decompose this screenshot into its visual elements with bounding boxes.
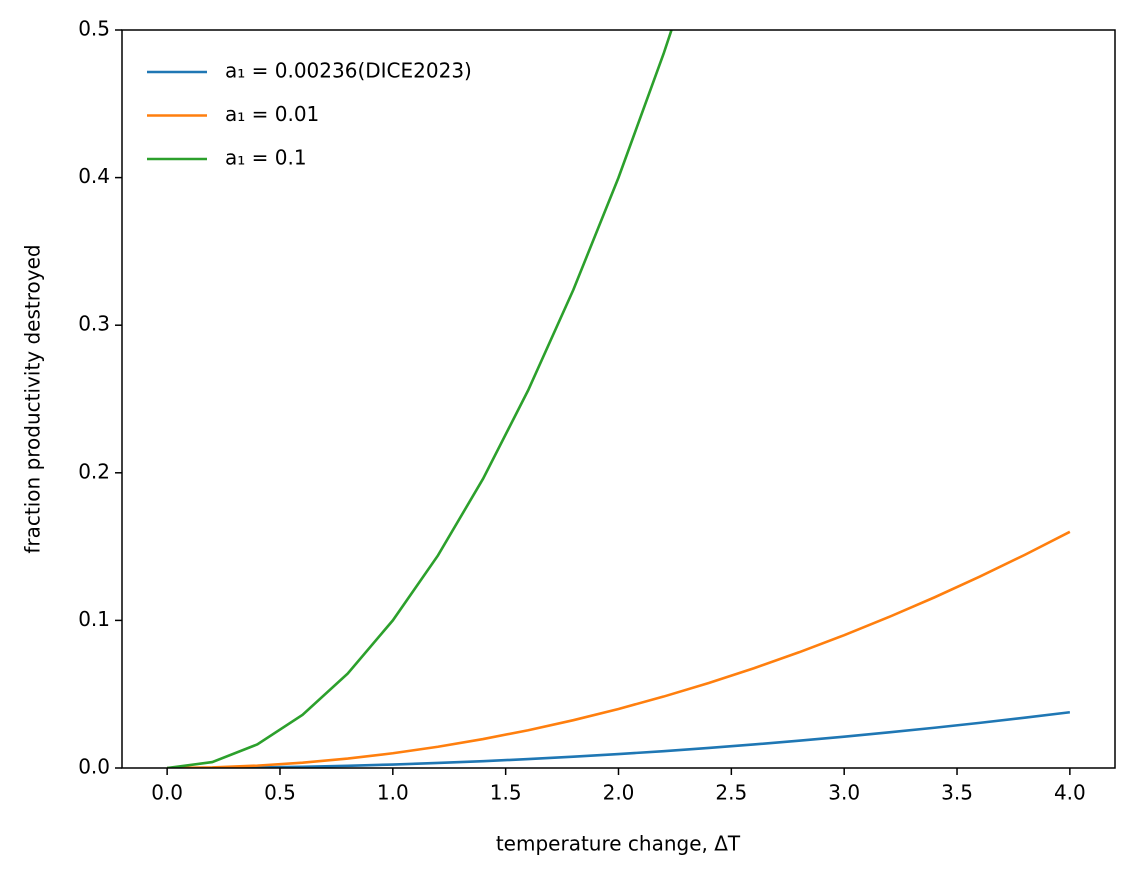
y-tick-label: 0.4	[78, 164, 110, 188]
x-axis-label: temperature change, ΔT	[496, 832, 741, 856]
legend-label: a₁ = 0.1	[225, 146, 307, 170]
x-tick-label: 3.0	[828, 781, 860, 805]
x-tick-label: 0.5	[264, 781, 296, 805]
plot-area	[166, 30, 1071, 768]
data-line	[166, 30, 673, 768]
x-tick-label: 2.5	[715, 781, 747, 805]
x-tick-label: 3.5	[941, 781, 973, 805]
legend-label: a₁ = 0.01	[225, 102, 319, 126]
x-tick-label: 0.0	[151, 781, 183, 805]
x-tick-label: 1.0	[377, 781, 409, 805]
x-tick-label: 4.0	[1054, 781, 1086, 805]
x-tick-label: 2.0	[603, 781, 635, 805]
y-tick-label: 0.5	[78, 17, 110, 41]
x-tick-label: 1.5	[490, 781, 522, 805]
y-tick-label: 0.0	[78, 755, 110, 779]
data-line	[167, 530, 1071, 768]
data-line	[167, 710, 1071, 768]
y-axis-label: fraction productivity destroyed	[21, 244, 45, 553]
y-tick-label: 0.1	[78, 607, 110, 631]
y-tick-label: 0.3	[78, 312, 110, 336]
legend-label: a₁ = 0.00236(DICE2023)	[225, 59, 472, 83]
y-tick-label: 0.2	[78, 459, 110, 483]
